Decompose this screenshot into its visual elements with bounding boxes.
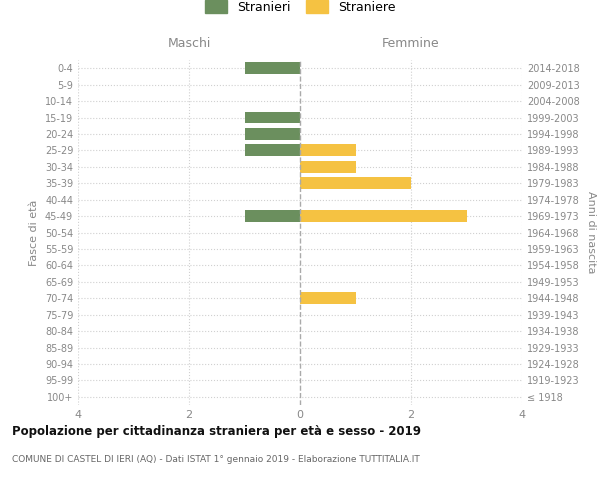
Text: Popolazione per cittadinanza straniera per età e sesso - 2019: Popolazione per cittadinanza straniera p… — [12, 425, 421, 438]
Text: COMUNE DI CASTEL DI IERI (AQ) - Dati ISTAT 1° gennaio 2019 - Elaborazione TUTTIT: COMUNE DI CASTEL DI IERI (AQ) - Dati IST… — [12, 455, 420, 464]
Bar — [245, 112, 300, 124]
Bar — [300, 161, 356, 172]
Bar — [245, 144, 300, 156]
Y-axis label: Fasce di età: Fasce di età — [29, 200, 39, 266]
Bar — [245, 62, 300, 74]
Bar — [300, 178, 411, 189]
Bar — [245, 210, 300, 222]
Bar — [300, 210, 467, 222]
Legend: Stranieri, Straniere: Stranieri, Straniere — [201, 0, 399, 18]
Text: Femmine: Femmine — [382, 37, 440, 50]
Bar — [300, 292, 356, 304]
Bar — [300, 144, 356, 156]
Text: Maschi: Maschi — [167, 37, 211, 50]
Y-axis label: Anni di nascita: Anni di nascita — [586, 191, 596, 274]
Bar — [245, 128, 300, 140]
